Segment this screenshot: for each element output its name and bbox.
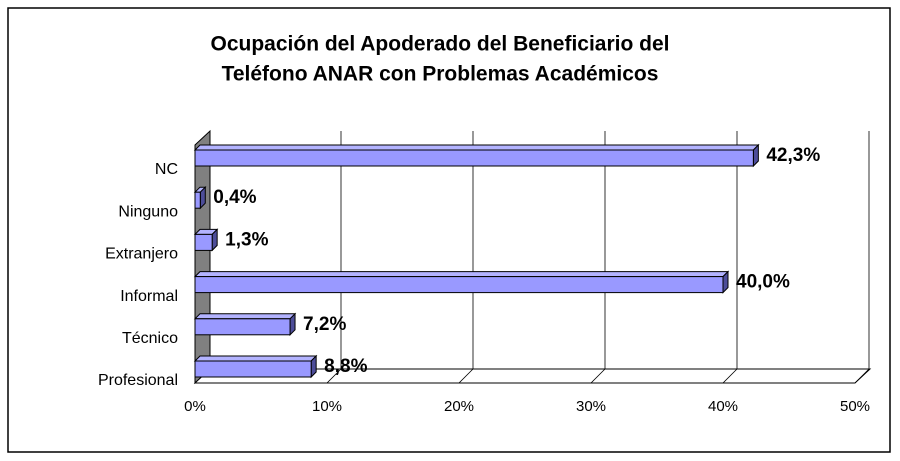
side-wall: [194, 129, 211, 385]
bar-face: [194, 149, 754, 167]
y-tick-label: NC: [155, 161, 178, 178]
chart-title: Teléfono ANAR con Problemas Académicos: [222, 63, 659, 86]
bar-face: [193, 313, 297, 320]
x-tick-label: 50%: [840, 398, 870, 415]
bar: [193, 312, 297, 337]
bar-face: [193, 355, 318, 362]
value-label: 0,4%: [213, 187, 256, 208]
bar: [193, 228, 219, 252]
bar: [193, 185, 207, 210]
y-tick-label: Profesional: [98, 372, 178, 389]
y-tick-label: Ninguno: [118, 203, 178, 220]
chart-title: Ocupación del Apoderado del Beneficiario…: [211, 33, 670, 56]
x-tick-label: 20%: [444, 398, 474, 415]
bar-face: [193, 144, 760, 151]
x-tick-label: 0%: [184, 398, 206, 415]
bar: [193, 143, 760, 168]
value-label: 1,3%: [225, 229, 268, 250]
bar-face: [194, 233, 213, 251]
x-tick-label: 30%: [576, 398, 606, 415]
value-label: 40,0%: [736, 272, 790, 293]
bar-face: [194, 360, 312, 378]
grid-line: [326, 131, 342, 384]
grid-line: [590, 131, 606, 384]
x-tick-label: 40%: [708, 398, 738, 415]
grid-line: [854, 131, 870, 384]
bar: [193, 354, 318, 379]
y-tick-label: Técnico: [122, 330, 178, 347]
y-tick-label: Informal: [120, 288, 178, 305]
bar-face: [194, 276, 724, 294]
value-label: 8,8%: [324, 356, 367, 377]
bar-face: [193, 271, 730, 278]
value-label: 7,2%: [303, 314, 346, 335]
grid-line: [722, 131, 738, 384]
bar: [193, 270, 730, 294]
bar-face: [194, 318, 291, 336]
x-tick-label: 10%: [312, 398, 342, 415]
value-label: 42,3%: [766, 145, 820, 166]
bar-face: [194, 191, 201, 209]
grid-line: [458, 131, 474, 384]
y-tick-label: Extranjero: [105, 246, 178, 263]
